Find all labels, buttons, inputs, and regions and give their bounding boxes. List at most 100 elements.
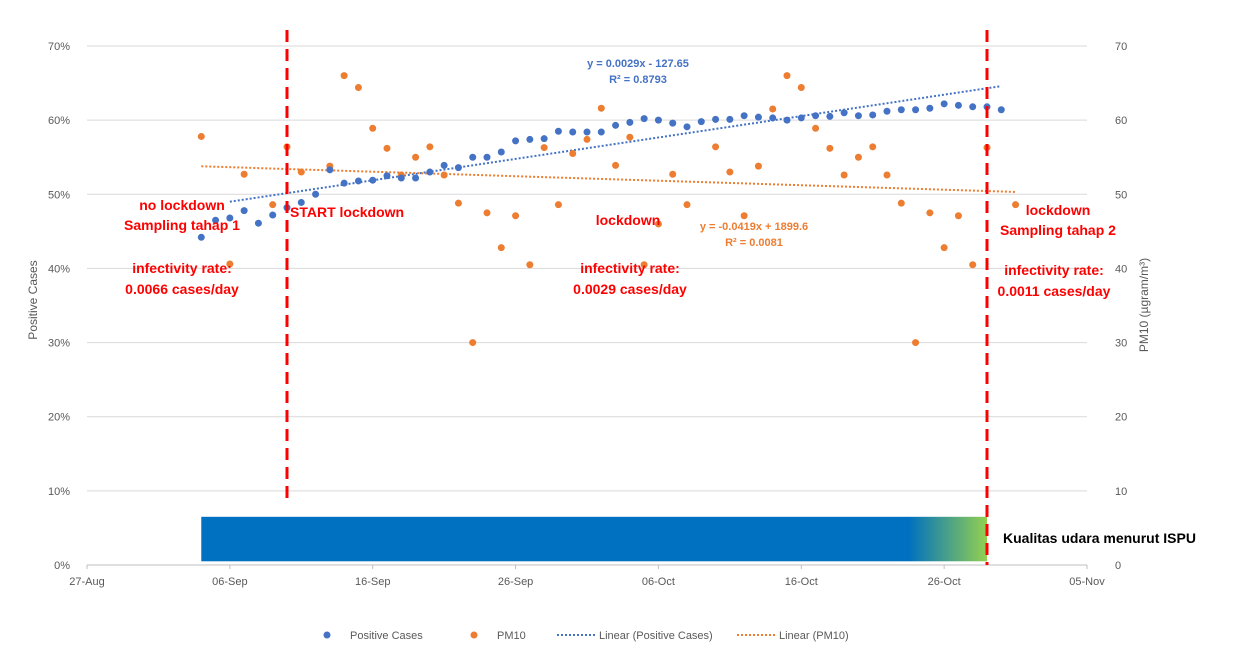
pm10-point: [1012, 201, 1020, 209]
pm10-point: [726, 168, 734, 176]
pm10-point: [512, 212, 520, 220]
x-tick-label: 16-Oct: [785, 576, 818, 588]
trendline-pm10: [201, 165, 1016, 193]
positive-cases-point: [326, 166, 334, 174]
positive-cases-point: [597, 128, 605, 136]
pm10-point: [454, 199, 462, 207]
positive-cases-point: [412, 174, 420, 182]
pm10-point: [226, 260, 234, 268]
pm10-point: [669, 170, 677, 178]
positive-cases-point: [654, 116, 662, 124]
gridlines: [87, 45, 1087, 566]
phase2-title: lockdown: [596, 212, 661, 228]
positive-cases-point: [954, 101, 962, 109]
pm10-point: [897, 199, 905, 207]
pm10-point: [354, 84, 362, 92]
positive-cases-point: [612, 121, 620, 129]
positive-cases-point: [769, 114, 777, 122]
y-tick-label-right: 0: [1115, 560, 1121, 572]
y-tick-label-right: 40: [1115, 263, 1127, 275]
phase1-rate-value: 0.0066 cases/day: [125, 281, 239, 297]
pm10-point: [526, 261, 534, 269]
trend-r2-cases: R² = 0.8793: [609, 74, 667, 86]
positive-cases-point: [483, 153, 491, 161]
pm10-point: [297, 168, 305, 176]
positive-cases-point: [254, 219, 262, 227]
legend-label-linear-pm10: Linear (PM10): [779, 630, 849, 642]
positive-cases-point: [554, 127, 562, 135]
positive-cases-point: [354, 177, 362, 185]
positive-cases-point: [883, 107, 891, 115]
positive-cases-point: [440, 161, 448, 169]
positive-cases-series: [197, 100, 1005, 241]
positive-cases-point: [683, 123, 691, 131]
legend-label-pm10: PM10: [497, 630, 526, 642]
y-tick-label-left: 20%: [48, 412, 70, 424]
phase3-subtitle: Sampling tahap 2: [1000, 222, 1116, 238]
y-tick-label-right: 30: [1115, 338, 1127, 350]
y-tick-label-right: 50: [1115, 189, 1127, 201]
pm10-point: [912, 339, 920, 347]
x-tick-label: 16-Sep: [355, 576, 390, 588]
pm10-point: [497, 244, 505, 252]
positive-cases-point: [226, 214, 234, 222]
phase3-rate-value: 0.0011 cases/day: [998, 283, 1111, 299]
pm10-point: [583, 135, 591, 143]
positive-cases-point: [383, 172, 391, 180]
pm10-point: [954, 212, 962, 220]
pm10-point: [754, 162, 762, 170]
legend-label-linear-positive-cases: Linear (Positive Cases): [599, 630, 713, 642]
positive-cases-point: [754, 113, 762, 121]
y-tick-label-left: 30%: [48, 338, 70, 350]
pm10-point: [769, 105, 777, 113]
pm10-point: [569, 150, 577, 158]
legend: Positive Cases PM10 Linear (Positive Cas…: [323, 630, 849, 642]
positive-cases-point: [854, 112, 862, 120]
x-tick-label: 06-Sep: [212, 576, 247, 588]
positive-cases-point: [497, 148, 505, 156]
pm10-point: [612, 161, 620, 169]
trend-r2-pm10: R² = 0.0081: [725, 237, 783, 249]
trendlines: [201, 85, 1016, 203]
phase1-subtitle: Sampling tahap 1: [124, 217, 240, 233]
pm10-point: [683, 201, 691, 209]
pm10-point: [383, 144, 391, 152]
y-tick-label-left: 0%: [54, 560, 70, 572]
positive-cases-point: [997, 106, 1005, 114]
positive-cases-point: [840, 109, 848, 117]
positive-cases-point: [312, 190, 320, 198]
positive-cases-point: [640, 115, 648, 123]
pm10-point: [940, 244, 948, 252]
pm10-point: [826, 144, 834, 152]
legend-marker-pm10: [470, 631, 478, 639]
y-tick-label-right: 20: [1115, 412, 1127, 424]
positive-cases-point: [712, 115, 720, 123]
pm10-point: [654, 220, 662, 228]
x-tick-label: 06-Oct: [642, 576, 675, 588]
pm10-point: [340, 72, 348, 80]
positive-cases-point: [569, 128, 577, 136]
y-tick-label-left: 60%: [48, 115, 70, 127]
positive-cases-point: [669, 119, 677, 127]
positive-cases-point: [697, 118, 705, 126]
phase1-rate-label: infectivity rate:: [132, 260, 232, 276]
trend-equation-cases: y = 0.0029x - 127.65: [587, 58, 689, 70]
positive-cases-point: [940, 100, 948, 108]
pm10-point: [854, 153, 862, 161]
pm10-point: [412, 153, 420, 161]
positive-cases-point: [340, 179, 348, 187]
pm10-point: [640, 261, 648, 269]
legend-marker-positive-cases: [323, 631, 331, 639]
pm10-point: [926, 209, 934, 217]
pm10-point: [883, 171, 891, 179]
positive-cases-point: [926, 104, 934, 112]
pm10-point: [197, 132, 205, 140]
positive-cases-point: [740, 112, 748, 120]
positive-cases-point: [583, 128, 591, 136]
phase3-rate-label: infectivity rate:: [1004, 262, 1104, 278]
y-axis-title-left: Positive Cases: [26, 260, 40, 339]
pm10-point: [840, 171, 848, 179]
positive-cases-point: [869, 111, 877, 119]
positive-cases-point: [540, 135, 548, 143]
